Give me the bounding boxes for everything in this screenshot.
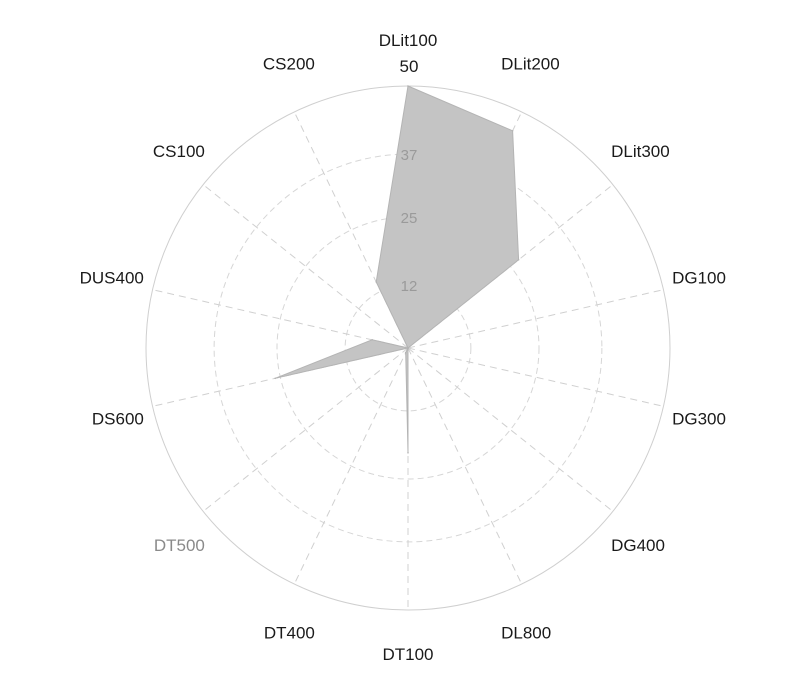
axis-label-dg300: DG300 — [672, 409, 726, 428]
data-point-dt400 — [404, 351, 407, 354]
grid-spoke-dt400 — [293, 347, 409, 585]
grid-spoke-cs200 — [293, 111, 409, 349]
grid-spoke-cs100 — [202, 184, 409, 349]
axis-label-cs100: CS100 — [153, 142, 205, 161]
grid-spoke-ds600 — [152, 347, 409, 407]
grid-spoke-dg300 — [407, 347, 664, 407]
axis-label-cs200: CS200 — [263, 54, 315, 73]
r-tick-label-50: 50 — [400, 57, 419, 76]
grid-spoke-dt500 — [202, 347, 409, 512]
series-area-1 — [275, 85, 520, 453]
axis-label-ds600: DS600 — [92, 409, 144, 428]
r-tick-label-25: 25 — [401, 210, 418, 227]
axis-label-dg100: DG100 — [672, 269, 726, 288]
data-point-dlit300 — [517, 259, 520, 261]
grid-spoke-dg100 — [407, 289, 664, 349]
r-tick-label-37: 37 — [401, 147, 418, 164]
axis-label-dlit100: DLit100 — [379, 31, 438, 50]
data-point-cs100 — [407, 347, 409, 349]
grid-spoke-dlit300 — [407, 184, 614, 349]
axis-label-dl800: DL800 — [501, 624, 551, 643]
data-point-dus400 — [371, 339, 374, 341]
data-point-dlit100 — [407, 85, 409, 87]
r-tick-label-12: 12 — [401, 278, 418, 295]
axis-label-dt100: DT100 — [382, 645, 433, 664]
axis-label-dlit300: DLit300 — [611, 142, 670, 161]
axis-label-dus400: DUS400 — [80, 269, 144, 288]
axis-label-dt400: DT400 — [264, 624, 315, 643]
grid-spoke-dl800 — [407, 347, 523, 585]
grid-spoke-dus400 — [152, 289, 409, 349]
axis-label-dt500: DT500 — [154, 536, 205, 555]
grid-spoke-dg400 — [407, 347, 614, 512]
axis-label-dlit200: DLit200 — [501, 54, 560, 73]
axis-label-dg400: DG400 — [611, 536, 665, 555]
data-point-ds600 — [274, 377, 277, 380]
grid-ring-25 — [276, 216, 540, 480]
data-point-dlit200 — [511, 130, 514, 132]
data-point-cs200 — [375, 281, 378, 283]
data-point-dt100 — [407, 452, 409, 454]
